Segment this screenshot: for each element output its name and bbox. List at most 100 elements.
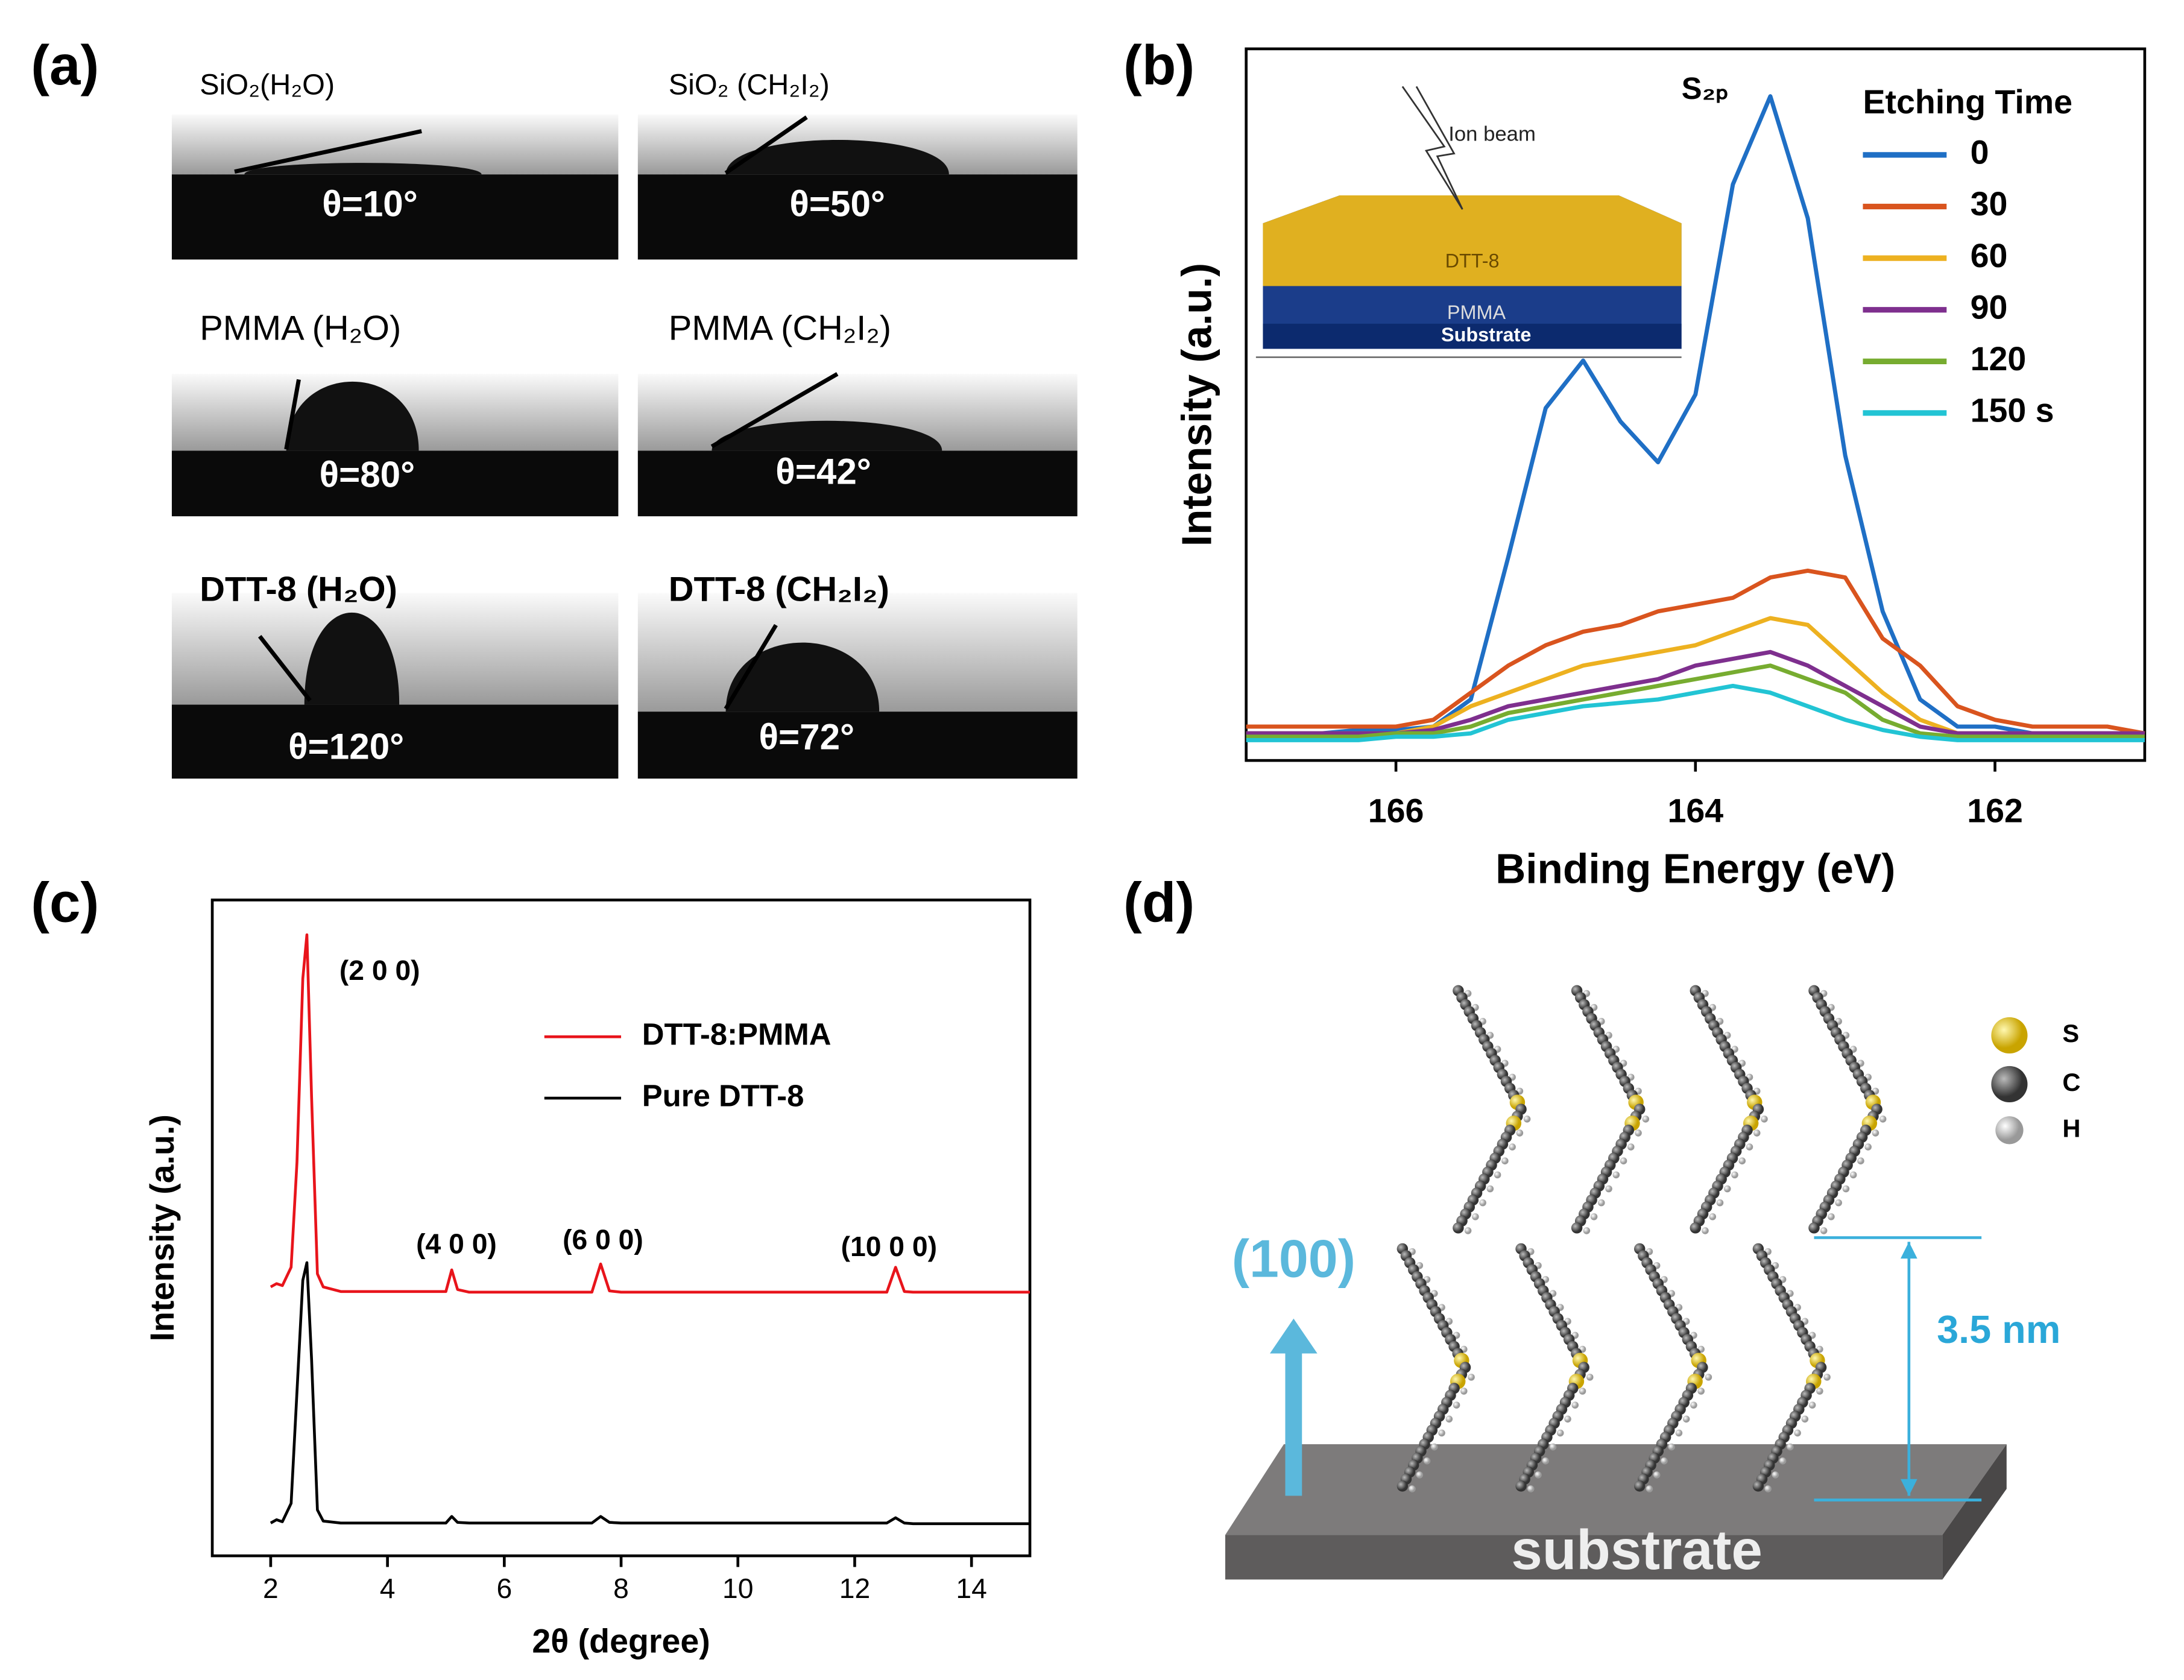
atom-label: S xyxy=(2062,1019,2079,1047)
legend-label: 30 xyxy=(1971,185,2008,223)
series-line xyxy=(1246,616,2145,736)
series-line xyxy=(270,1261,1030,1526)
x-tick-label: 2 xyxy=(263,1573,279,1604)
atom xyxy=(1808,1222,1820,1234)
panel-label: (a) xyxy=(31,34,99,96)
atom xyxy=(1468,1374,1475,1381)
atom xyxy=(1702,1227,1709,1234)
atom xyxy=(1801,1415,1809,1423)
peak-annotation: (10 0 0) xyxy=(841,1231,937,1262)
atom xyxy=(1764,1485,1772,1492)
atom xyxy=(1864,1143,1872,1151)
legend-label: 90 xyxy=(1971,288,2008,326)
atom xyxy=(1590,1213,1598,1221)
atom xyxy=(1697,1388,1705,1395)
image-title: SiO₂ (CH₂I₂) xyxy=(669,68,830,101)
contact-angle: θ=42° xyxy=(775,452,871,492)
atom xyxy=(1690,1401,1697,1409)
contact-angle: θ=72° xyxy=(759,716,854,757)
atom xyxy=(1857,1157,1864,1164)
atom xyxy=(1598,1199,1605,1207)
atom xyxy=(1808,1401,1816,1409)
atom xyxy=(1872,1129,1879,1137)
legend-label: DTT-8:PMMA xyxy=(642,1017,832,1052)
x-tick-label: 14 xyxy=(956,1573,986,1604)
atom xyxy=(1738,1157,1746,1164)
panel-label: (c) xyxy=(31,871,99,934)
x-tick-label: 4 xyxy=(380,1573,396,1604)
atom xyxy=(1746,1143,1753,1151)
x-tick-label: 12 xyxy=(839,1573,870,1604)
x-tick-label: 8 xyxy=(613,1573,629,1604)
legend-label: 150 s xyxy=(1971,392,2054,429)
atom xyxy=(1486,1185,1494,1193)
inset: Ion beam DTT-8 PMMA Substrate xyxy=(1255,86,1682,358)
atom xyxy=(1705,1374,1712,1381)
x-tick-label: 10 xyxy=(722,1573,753,1604)
image-surface xyxy=(171,450,619,517)
image-title: DTT-8 (CH₂I₂) xyxy=(669,570,889,608)
atom xyxy=(1633,1480,1646,1492)
atom xyxy=(1464,1227,1472,1234)
atom xyxy=(1794,1429,1801,1437)
atom xyxy=(1661,1457,1668,1465)
atom xyxy=(1627,1143,1635,1151)
droplet xyxy=(244,163,482,175)
atom xyxy=(1549,1443,1557,1451)
atom xyxy=(1653,1471,1661,1479)
peak-annotation: S₂ₚ xyxy=(1682,71,1729,106)
legend-label: 120 xyxy=(1971,340,2027,377)
legend-label: Pure DTT-8 xyxy=(642,1079,804,1113)
droplet xyxy=(725,139,949,175)
atom xyxy=(1646,1485,1653,1492)
atom xyxy=(1453,1222,1464,1234)
tangent-line xyxy=(284,379,301,450)
legend-label: 0 xyxy=(1971,134,1989,171)
legend-title: Etching Time xyxy=(1863,83,2072,121)
panel-label: (d) xyxy=(1123,871,1195,934)
atom xyxy=(1445,1415,1453,1423)
inset-label: PMMA xyxy=(1447,302,1506,323)
y-axis-label: Intensity (a.u.) xyxy=(144,1114,181,1341)
atom xyxy=(1668,1443,1675,1451)
atom xyxy=(1779,1457,1787,1465)
droplet xyxy=(304,612,400,705)
image-title: PMMA (H₂O) xyxy=(200,309,401,348)
atom xyxy=(1453,1401,1460,1409)
droplet xyxy=(725,642,880,712)
atom xyxy=(1820,1227,1828,1234)
series-line xyxy=(1246,663,2145,739)
atom xyxy=(1816,1388,1823,1395)
image-surface xyxy=(171,704,619,779)
contact-angle: θ=80° xyxy=(320,454,415,494)
molecule xyxy=(1690,985,1768,1234)
atom xyxy=(1416,1471,1424,1479)
molecule xyxy=(1453,985,1531,1234)
image-surface xyxy=(637,450,1078,517)
droplet xyxy=(286,381,419,451)
atom xyxy=(1731,1171,1738,1179)
spacing-label: 3.5 nm xyxy=(1937,1307,2060,1351)
atom xyxy=(1709,1213,1717,1221)
tangent-line xyxy=(724,115,808,175)
atom xyxy=(1542,1457,1550,1465)
atom xyxy=(1423,1457,1431,1465)
series-line xyxy=(1246,94,2145,736)
atom xyxy=(1835,1199,1842,1207)
image-title: PMMA (CH₂I₂) xyxy=(669,309,891,348)
inset-label: Substrate xyxy=(1441,324,1531,346)
atom xyxy=(1772,1471,1779,1479)
image-surface xyxy=(171,174,619,260)
direction-label: (100) xyxy=(1232,1228,1356,1288)
atom xyxy=(1479,1199,1486,1207)
legend-label: 60 xyxy=(1971,237,2008,274)
x-tick-label: 166 xyxy=(1368,792,1424,830)
contact-angle: θ=10° xyxy=(322,183,418,224)
image-title: SiO₂(H₂O) xyxy=(200,68,335,101)
inset-label: DTT-8 xyxy=(1445,250,1500,272)
atom xyxy=(1787,1443,1794,1451)
tangent-line xyxy=(257,635,312,702)
tangent-line xyxy=(710,372,839,449)
